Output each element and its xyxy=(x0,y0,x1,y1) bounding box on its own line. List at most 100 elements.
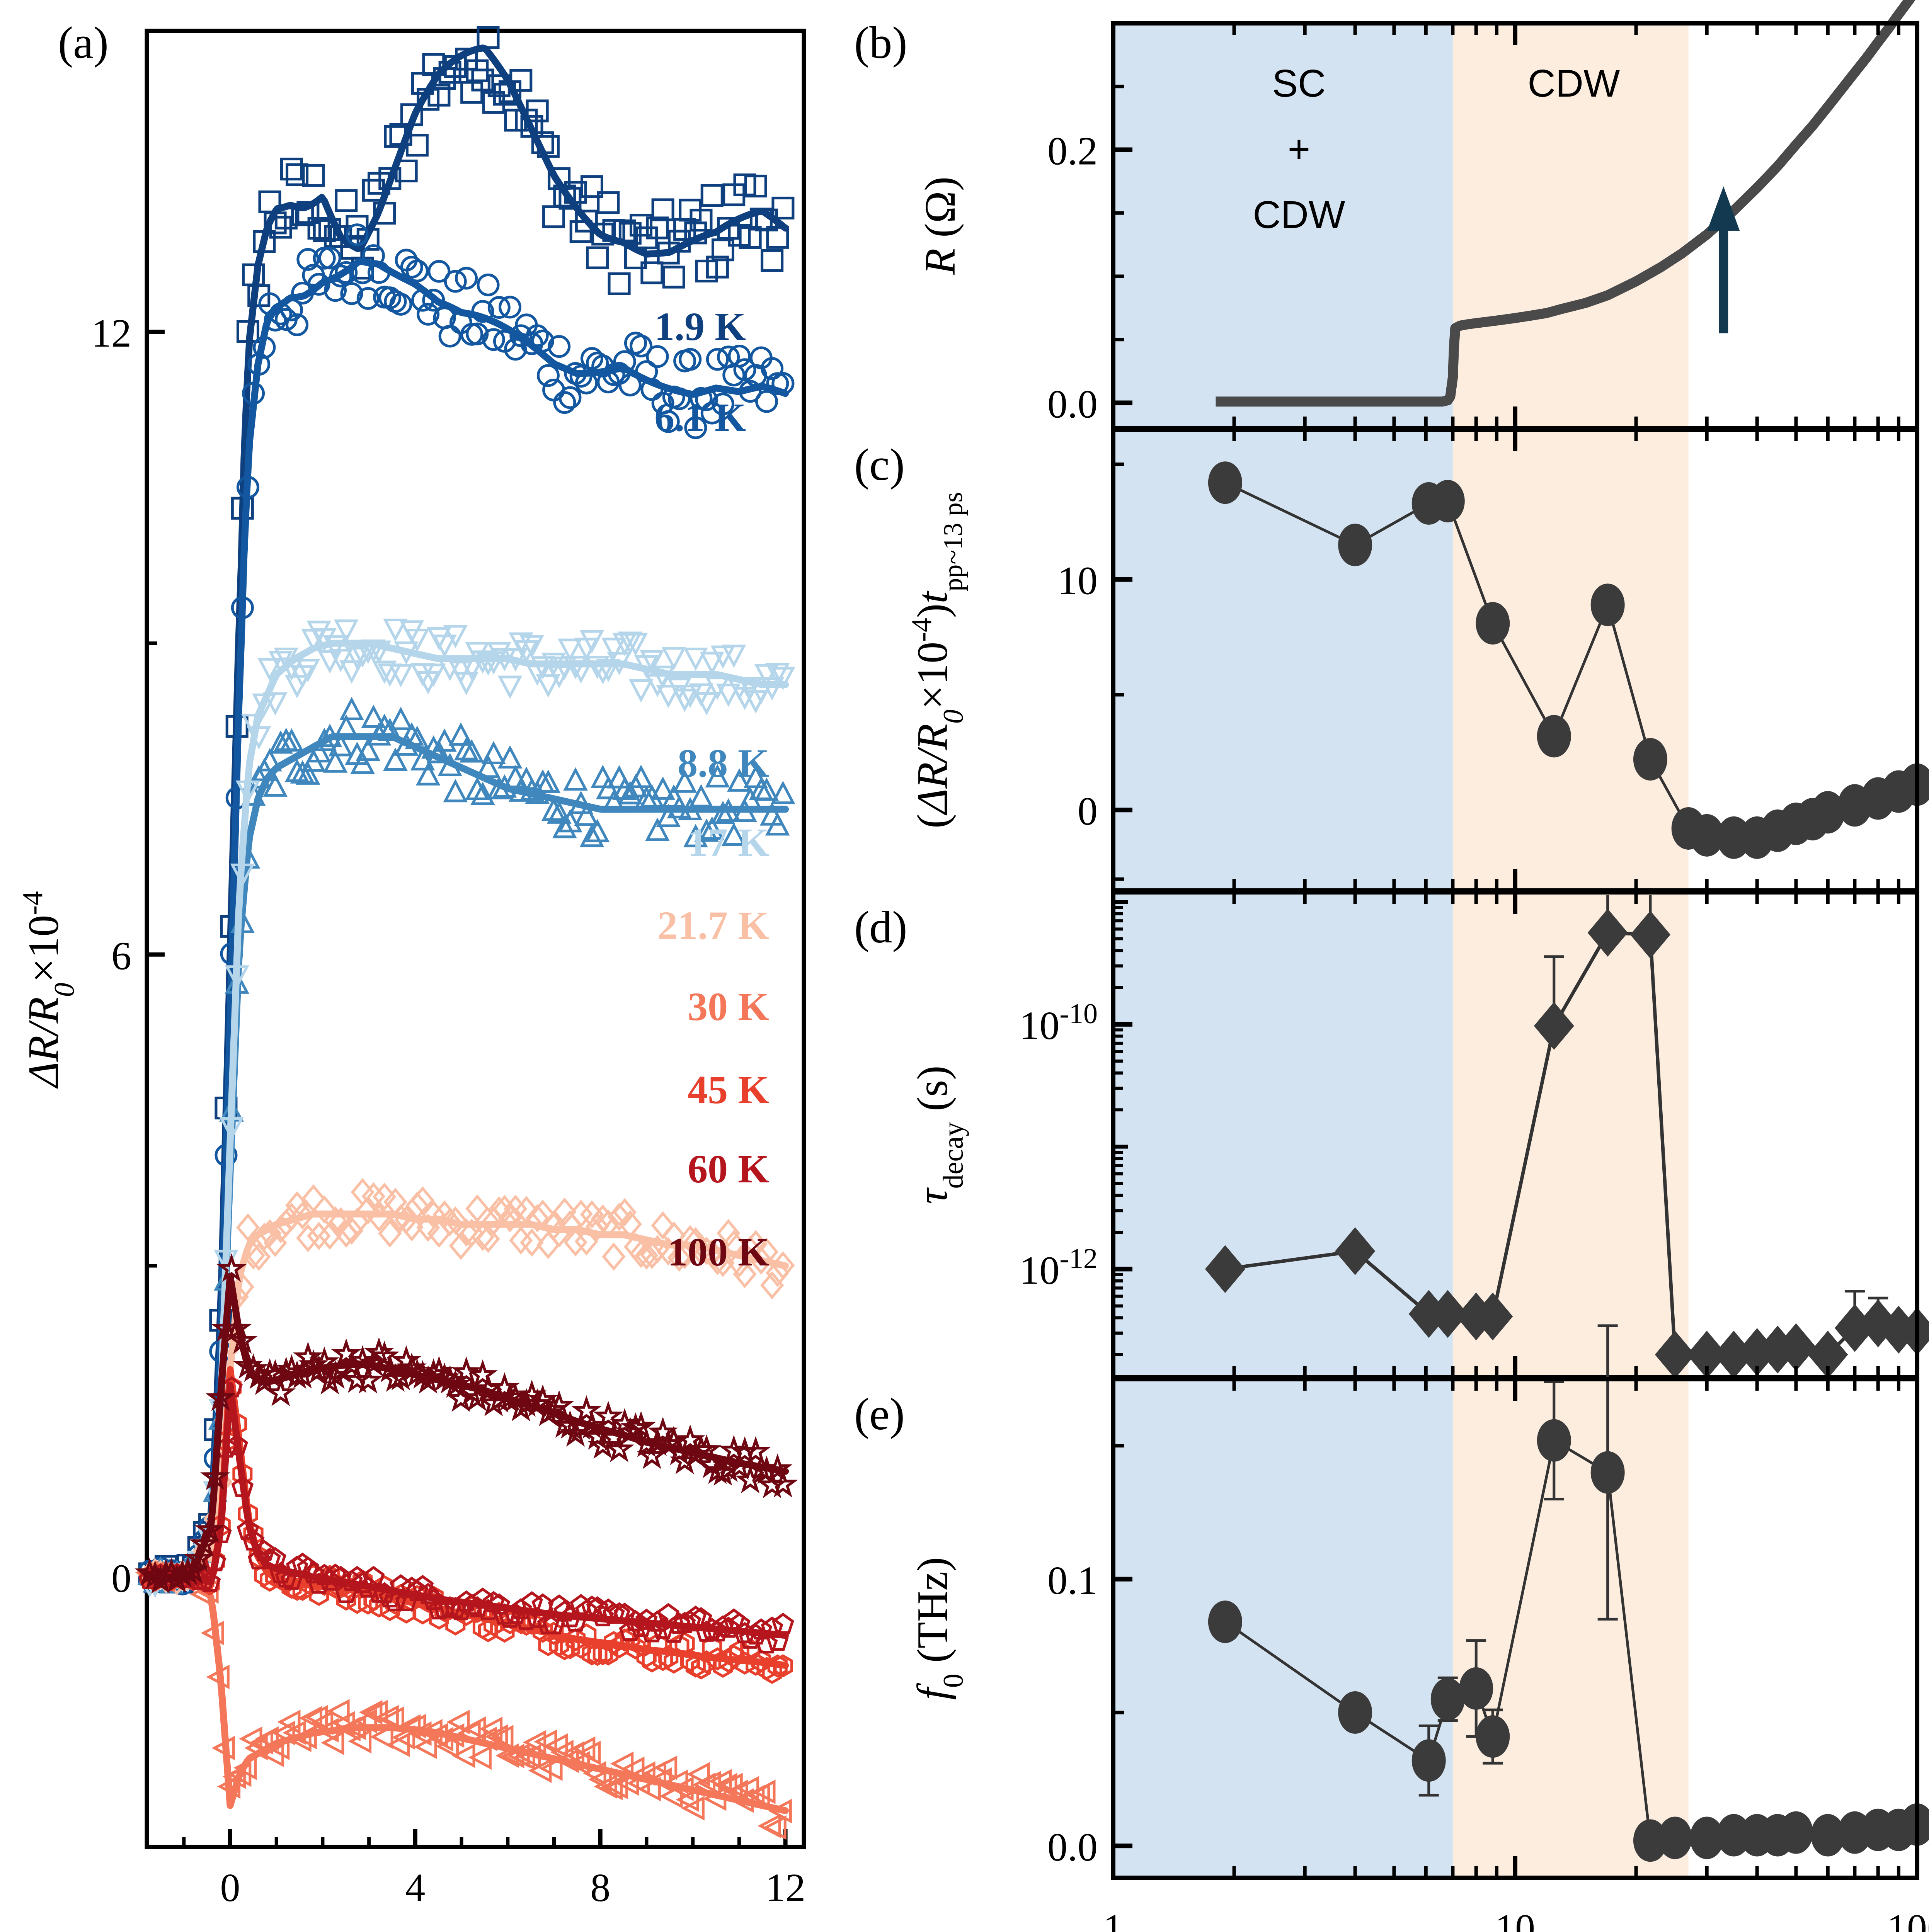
data-marker xyxy=(231,596,254,619)
data-marker xyxy=(405,134,429,157)
data-marker xyxy=(728,1612,751,1634)
data-marker xyxy=(599,1776,623,1800)
data-marker xyxy=(630,214,653,237)
data-marker xyxy=(422,289,445,312)
data-marker xyxy=(455,267,478,290)
panel-d-datapoint xyxy=(1713,1330,1754,1379)
data-marker xyxy=(656,685,681,708)
data-marker xyxy=(650,776,675,800)
data-marker xyxy=(618,1210,642,1238)
data-marker xyxy=(440,1369,471,1398)
panel-d-datapoint xyxy=(1473,1292,1513,1340)
data-marker xyxy=(517,1744,541,1769)
data-marker xyxy=(765,812,790,836)
data-marker xyxy=(700,816,725,840)
data-marker xyxy=(361,704,386,728)
data-marker xyxy=(399,722,424,746)
data-marker xyxy=(547,800,572,824)
data-marker xyxy=(721,645,746,668)
data-marker xyxy=(291,1201,315,1230)
data-marker xyxy=(667,1243,691,1272)
data-marker xyxy=(339,697,364,720)
data-marker xyxy=(279,728,304,752)
data-marker xyxy=(670,1776,694,1801)
data-marker xyxy=(658,1645,679,1668)
data-marker xyxy=(728,345,751,368)
panel-c-yticklabel: 0 xyxy=(1078,789,1098,833)
data-marker xyxy=(641,1621,663,1643)
data-marker xyxy=(253,336,276,359)
data-marker xyxy=(579,630,604,654)
data-marker xyxy=(448,660,473,684)
data-marker xyxy=(531,131,554,154)
data-marker xyxy=(762,1661,782,1684)
data-marker xyxy=(236,1213,260,1242)
data-marker xyxy=(636,1644,657,1668)
data-marker xyxy=(599,1422,629,1451)
data-marker xyxy=(755,1632,778,1654)
data-marker xyxy=(241,714,266,737)
data-marker xyxy=(739,380,762,403)
data-marker xyxy=(477,273,500,296)
data-marker xyxy=(646,216,669,240)
data-marker xyxy=(667,387,691,410)
data-marker xyxy=(768,1469,798,1498)
data-marker xyxy=(727,768,752,792)
data-marker xyxy=(235,780,260,804)
data-marker xyxy=(766,1629,789,1651)
data-marker xyxy=(329,264,352,287)
data-marker xyxy=(252,1223,276,1251)
panel-e-datapoint xyxy=(1658,1816,1692,1859)
panel-c-datapoint xyxy=(1476,602,1510,645)
data-marker xyxy=(276,1354,307,1383)
data-marker xyxy=(503,765,528,788)
data-marker xyxy=(312,1195,336,1224)
data-marker xyxy=(635,1241,659,1270)
data-marker xyxy=(536,364,560,387)
data-marker xyxy=(766,1259,790,1287)
panel-b-ylabel: R (Ω) xyxy=(916,177,964,275)
data-marker xyxy=(569,365,592,388)
panel-e-yticklabel: 0.0 xyxy=(1047,1825,1098,1869)
data-marker xyxy=(717,1219,741,1248)
data-marker xyxy=(772,1612,794,1634)
data-marker xyxy=(514,1196,538,1225)
data-marker xyxy=(695,1236,718,1265)
panel-c-datapoint xyxy=(1537,715,1571,758)
data-marker xyxy=(607,1202,631,1231)
data-marker xyxy=(201,1621,224,1645)
data-marker xyxy=(312,728,337,751)
data-marker xyxy=(471,68,494,92)
panel-e-datapoint xyxy=(1779,1811,1813,1854)
data-marker xyxy=(759,677,785,701)
panel-d-ylabel: τdecay (s) xyxy=(909,1066,969,1204)
data-marker xyxy=(667,230,691,253)
data-marker xyxy=(427,740,451,764)
data-marker xyxy=(607,652,632,675)
temperature-axis: 110100T (K) xyxy=(1103,1906,1929,1932)
data-marker xyxy=(637,1440,667,1469)
panel-e-datapoint xyxy=(1690,1816,1724,1859)
region-cdw xyxy=(1452,430,1689,891)
data-marker xyxy=(302,1562,325,1583)
data-marker xyxy=(313,1563,336,1585)
data-marker xyxy=(306,739,331,763)
data-marker xyxy=(242,1241,266,1270)
data-marker xyxy=(585,819,610,842)
data-marker xyxy=(703,1786,727,1811)
data-marker xyxy=(227,1325,258,1354)
panel-c-datapoint xyxy=(1690,814,1724,857)
data-marker xyxy=(286,313,309,337)
panel-e-datapoint xyxy=(1633,1819,1667,1862)
data-marker xyxy=(280,298,303,321)
data-marker xyxy=(222,1313,252,1342)
data-marker xyxy=(306,621,331,644)
data-marker xyxy=(640,784,664,808)
panel-a-legend-label: 6.1 K xyxy=(654,395,746,440)
data-marker xyxy=(477,1599,499,1621)
data-marker xyxy=(279,1202,304,1231)
data-marker xyxy=(761,249,784,272)
data-marker xyxy=(743,765,768,788)
data-marker xyxy=(628,679,654,703)
panel-e-datapoint xyxy=(1476,1715,1510,1758)
